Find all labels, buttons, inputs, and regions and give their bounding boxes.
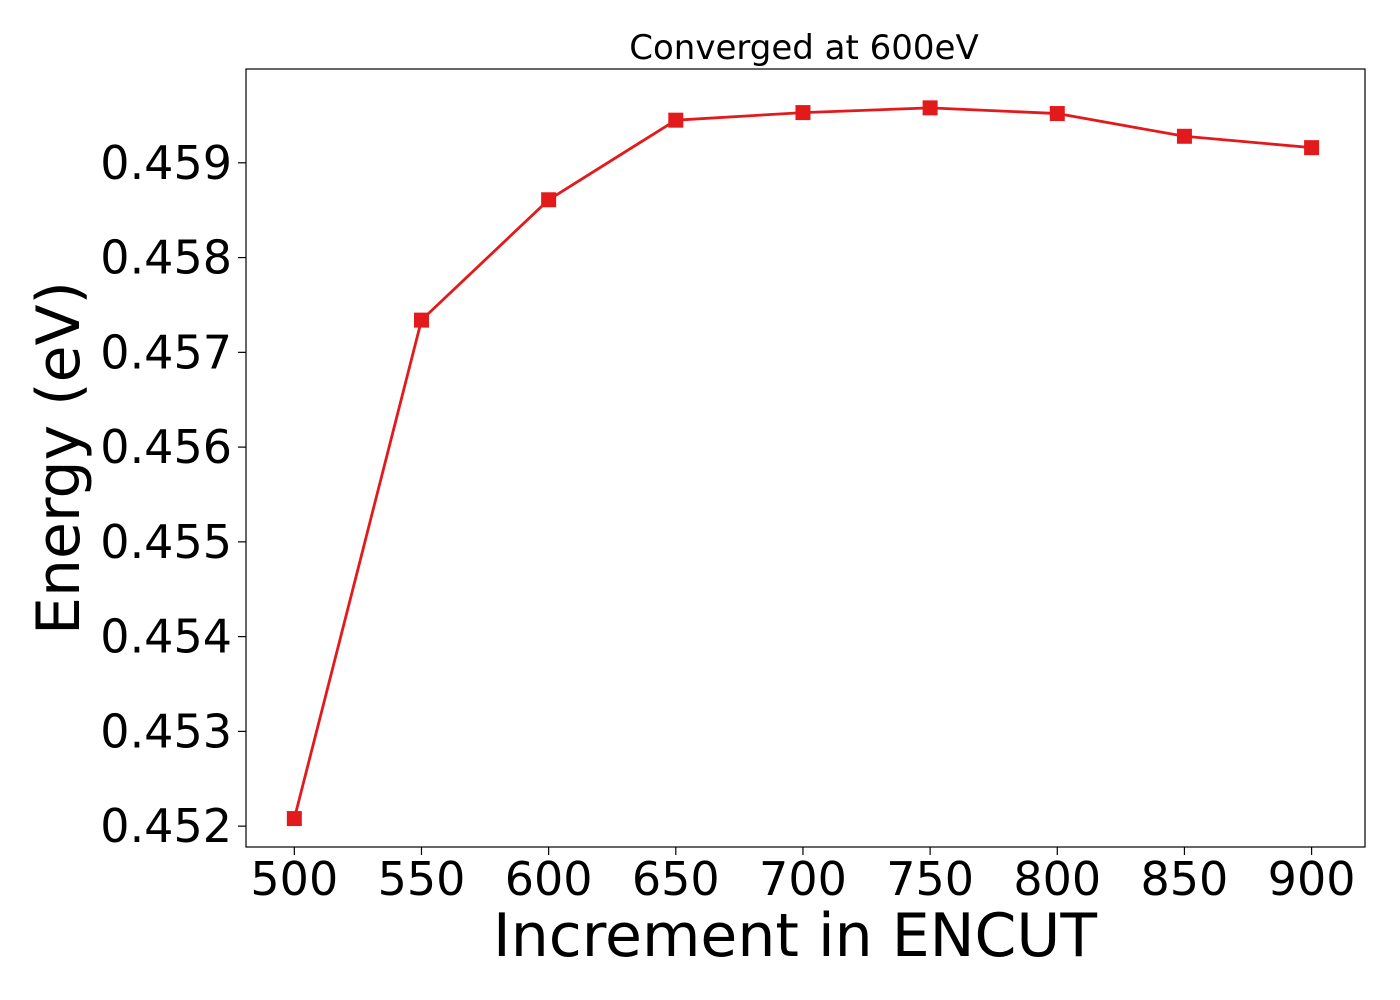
y-tick-label: 0.457 bbox=[100, 325, 232, 379]
data-point bbox=[286, 811, 302, 827]
x-tick-label: 750 bbox=[886, 852, 974, 906]
chart-title: Converged at 600eV bbox=[629, 28, 978, 68]
x-tick-label: 850 bbox=[1141, 852, 1229, 906]
y-axis: 0.452 0.453 0.454 0.455 0.456 0.457 0.458 0.459 bbox=[100, 136, 246, 853]
data-point bbox=[668, 112, 684, 128]
x-axis: 500 550 600 650 700 750 800 850 900 bbox=[250, 847, 1355, 906]
data-point bbox=[1304, 140, 1320, 156]
plot-area bbox=[286, 100, 1320, 827]
data-point bbox=[541, 192, 557, 208]
x-tick-label: 900 bbox=[1268, 852, 1356, 906]
data-point bbox=[413, 312, 429, 328]
data-point bbox=[922, 100, 938, 116]
x-tick-label: 500 bbox=[250, 852, 338, 906]
y-tick-label: 0.453 bbox=[100, 704, 232, 758]
data-point bbox=[1049, 106, 1065, 122]
y-axis-label: Energy (eV) bbox=[24, 281, 94, 635]
y-tick-label: 0.456 bbox=[100, 420, 232, 474]
y-tick-label: 0.455 bbox=[100, 515, 232, 569]
series-line bbox=[292, 106, 1312, 819]
x-tick-label: 600 bbox=[505, 852, 593, 906]
x-tick-label: 650 bbox=[632, 852, 720, 906]
data-point bbox=[795, 105, 811, 121]
y-tick-label: 0.459 bbox=[100, 136, 232, 190]
x-tick-label: 550 bbox=[378, 852, 466, 906]
plot-frame bbox=[245, 68, 1366, 848]
x-axis-label: Increment in ENCUT bbox=[493, 901, 1097, 971]
y-tick-label: 0.458 bbox=[100, 231, 232, 285]
data-point bbox=[1176, 128, 1192, 144]
y-tick-label: 0.452 bbox=[100, 799, 232, 853]
y-tick-label: 0.454 bbox=[100, 610, 232, 664]
x-tick-label: 700 bbox=[759, 852, 847, 906]
x-tick-label: 800 bbox=[1013, 852, 1101, 906]
